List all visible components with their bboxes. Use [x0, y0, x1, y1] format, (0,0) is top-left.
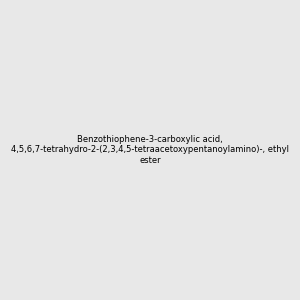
Text: Benzothiophene-3-carboxylic acid, 4,5,6,7-tetrahydro-2-(2,3,4,5-tetraacetoxypent: Benzothiophene-3-carboxylic acid, 4,5,6,… [11, 135, 289, 165]
